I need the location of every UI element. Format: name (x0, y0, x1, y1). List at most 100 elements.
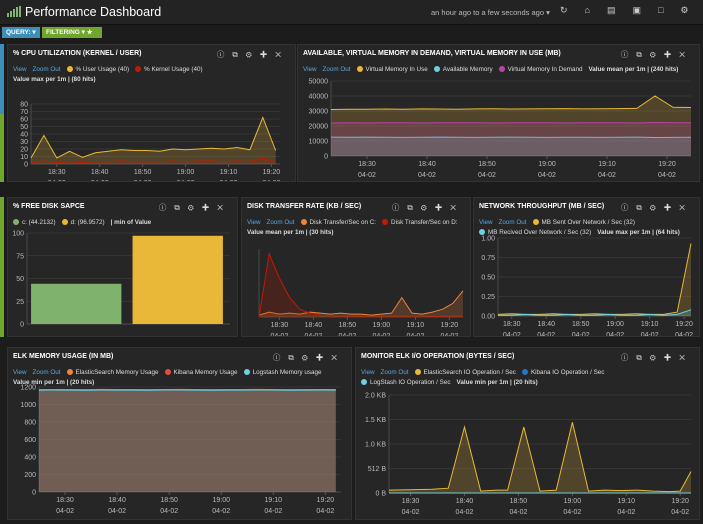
legend-item: MB Recived Over Network / Sec (32) (479, 228, 591, 238)
x-tick-time: 18:40 (305, 322, 323, 329)
x-tick-date: 04-02 (572, 332, 590, 336)
y-tick-label: 0 (24, 162, 28, 169)
series-line (330, 95, 692, 110)
legend-summary: Value max per 1m | (80 hits) (13, 76, 96, 83)
series-line (388, 422, 692, 493)
zoom-out[interactable]: Zoom Out (380, 369, 409, 376)
y-tick-label: 1.0 KB (365, 442, 386, 449)
zoom-out[interactable]: Zoom Out (32, 369, 61, 376)
view-menu[interactable]: View (361, 369, 375, 376)
view-menu[interactable]: View (13, 369, 27, 376)
x-tick-time: 18:50 (572, 321, 590, 328)
y-tick-label: 0 (20, 322, 24, 329)
series-line (30, 157, 276, 164)
panel: % CPU UTILIZATION (KERNEL / USER) View Zoo… (7, 44, 296, 182)
y-tick-label: 600 (24, 437, 36, 444)
x-tick-date: 04-02 (598, 172, 616, 179)
x-tick-label: 18:40 04-02 (418, 161, 436, 179)
y-tick-label: 50 (16, 276, 24, 283)
legend: c: (44.2132) d: (96.9572) | min of Value (13, 218, 232, 228)
x-tick-time: 18:50 (339, 322, 357, 329)
legend: View Zoom Out Virtual Memory In Use Availab… (303, 65, 694, 75)
view-menu[interactable]: View (247, 219, 261, 226)
legend-label: Kibana IO Operation / Sec (530, 369, 605, 376)
legend-item: Logstash Memory usage (243, 368, 322, 378)
y-tick-label: 40 (20, 132, 28, 139)
y-tick-label: 0 B (375, 491, 386, 498)
x-tick-date: 04-02 (372, 333, 390, 336)
row-marker (0, 197, 4, 337)
top-bar: Performance Dashboard an hour ago to a f… (0, 0, 703, 25)
legend-label: ElasticSearch IO Operation / Sec (423, 369, 516, 376)
x-tick-label: 19:00 04-02 (538, 161, 556, 179)
x-tick-time: 19:00 (606, 321, 624, 328)
x-tick-time: 19:10 (407, 322, 425, 329)
legend-item: Disk Transfer/Sec on C: (300, 218, 376, 228)
chart: 0 25 50 75 100 (12, 231, 230, 329)
x-tick-label: 19:10 04-02 (264, 497, 282, 515)
legend-swatch (382, 219, 389, 225)
x-tick-date: 04-02 (456, 509, 474, 516)
legend-label: Disk Transfer/Sec on D: (391, 219, 458, 226)
panel-title: AVAILABLE, VIRTUAL MEMORY IN DEMAND, VIR… (303, 50, 561, 57)
area-fill (389, 422, 691, 493)
legend-swatch (243, 369, 250, 375)
x-tick-date: 04-02 (212, 508, 230, 515)
x-tick-label: 18:40 04-02 (456, 498, 474, 516)
legend-item: Kibana IO Operation / Sec (521, 368, 605, 378)
y-tick-label: 800 (24, 420, 36, 427)
x-tick-date: 04-02 (675, 332, 693, 336)
legend-label: c: (44.2132) (22, 219, 56, 226)
query-button[interactable]: QUERY: (2, 27, 40, 38)
view-menu[interactable]: View (479, 219, 493, 226)
logo (7, 6, 21, 17)
x-tick-date: 04-02 (402, 509, 420, 516)
time-picker[interactable]: an hour ago to a few seconds ago (431, 8, 550, 17)
area-fill (331, 96, 691, 156)
x-tick-label: 19:20 04-02 (671, 498, 689, 516)
legend-swatch (61, 219, 68, 225)
x-tick-date: 04-02 (358, 172, 376, 179)
y-tick-label: 80 (20, 102, 28, 109)
chart: 0 200 400 600 800 1000 1200 18:30 04-02 18:40 04-0… (20, 385, 341, 515)
area-fill (39, 389, 336, 492)
panel-title: DISK TRANSFER RATE (KB / SEC) (247, 203, 362, 210)
y-tick-label: 2.0 KB (365, 393, 386, 400)
legend-item: Virtual Memory In Use (356, 65, 428, 75)
area-fill (39, 389, 336, 492)
legend-label: % User Usage (40) (75, 66, 130, 73)
x-tick-label: 18:50 04-02 (134, 169, 152, 181)
zoom-out[interactable]: Zoom Out (32, 66, 61, 73)
legend-swatch (66, 369, 73, 375)
view-menu[interactable]: View (13, 66, 27, 73)
view-menu[interactable]: View (303, 66, 317, 73)
toolbar-icons[interactable] (560, 5, 703, 16)
area-fill (39, 390, 336, 492)
y-tick-label: 1000 (20, 402, 36, 409)
series-line (30, 116, 277, 159)
x-tick-time: 19:20 (671, 498, 689, 505)
x-tick-label: 19:10 04-02 (220, 169, 238, 181)
x-tick-label: 18:40 04-02 (537, 321, 555, 336)
x-tick-label: 18:50 04-02 (572, 321, 590, 336)
zoom-out[interactable]: Zoom Out (266, 219, 295, 226)
series-line (498, 309, 692, 316)
y-tick-label: 0.25 (481, 294, 495, 301)
x-tick-time: 19:00 (373, 322, 391, 329)
x-tick-label: 19:10 04-02 (598, 161, 616, 179)
filtering-button[interactable]: FILTERING (42, 27, 102, 38)
x-tick-label: 19:10 04-02 (617, 498, 635, 516)
zoom-out[interactable]: Zoom Out (498, 219, 527, 226)
panel-title: ELK MEMORY USAGE (IN MB) (13, 353, 114, 360)
y-tick-label: 50 (20, 124, 28, 131)
legend-summary: | min of Value (110, 219, 152, 226)
legend-item: ElasticSearch Memory Usage (66, 368, 159, 378)
legend-label: Virtual Memory In Demand (507, 66, 583, 73)
x-tick-time: 19:20 (317, 497, 335, 504)
y-tick-label: 10000 (309, 139, 329, 146)
x-tick-label: 19:00 04-02 (177, 169, 195, 181)
zoom-out[interactable]: Zoom Out (322, 66, 351, 73)
area-fill (331, 137, 691, 156)
